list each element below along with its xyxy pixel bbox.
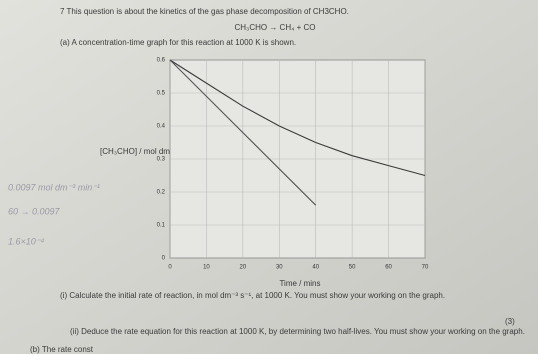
part-b: (b) The rate const — [30, 345, 94, 354]
y-tick-label: 0.3 — [157, 157, 166, 163]
part-a: (a) A concentration-time graph for this … — [60, 38, 296, 47]
data-line — [169, 59, 317, 206]
marks: (3) — [505, 317, 515, 326]
handwriting: 60 → 0.0097 — [8, 206, 61, 216]
x-tick-label: 20 — [240, 265, 247, 271]
y-tick-label: 0.2 — [157, 190, 166, 196]
y-tick-label: 0 — [162, 256, 166, 262]
x-tick-label: 40 — [312, 265, 319, 271]
x-tick-label: 10 — [203, 265, 210, 271]
part-a-i: (i) Calculate the initial rate of reacti… — [60, 291, 445, 300]
y-tick-label: 0.5 — [157, 91, 166, 97]
y-label: [CH₃CHO] / mol dm⁻³ — [100, 147, 177, 156]
x-tick-label: 50 — [349, 265, 356, 271]
x-label: Time / mins — [279, 279, 320, 288]
x-tick-label: 60 — [385, 265, 392, 271]
equation: CH₃CHO → CH₄ + CO — [235, 23, 316, 32]
x-tick-label: 0 — [168, 265, 172, 271]
x-tick-label: 70 — [422, 265, 429, 271]
data-line — [169, 59, 426, 177]
x-tick-label: 30 — [276, 265, 283, 271]
y-tick-label: 0.6 — [157, 58, 166, 64]
handwriting: 0.0097 mol dm⁻³ min⁻¹ — [8, 182, 100, 192]
intro: 7 This question is about the kinetics of… — [60, 7, 349, 16]
y-tick-label: 0.4 — [157, 124, 166, 130]
handwriting: 1.6×10⁻⁴ — [8, 236, 45, 246]
y-tick-label: 0.1 — [157, 223, 166, 229]
part-a-ii: (ii) Deduce the rate equation for this r… — [70, 327, 525, 336]
